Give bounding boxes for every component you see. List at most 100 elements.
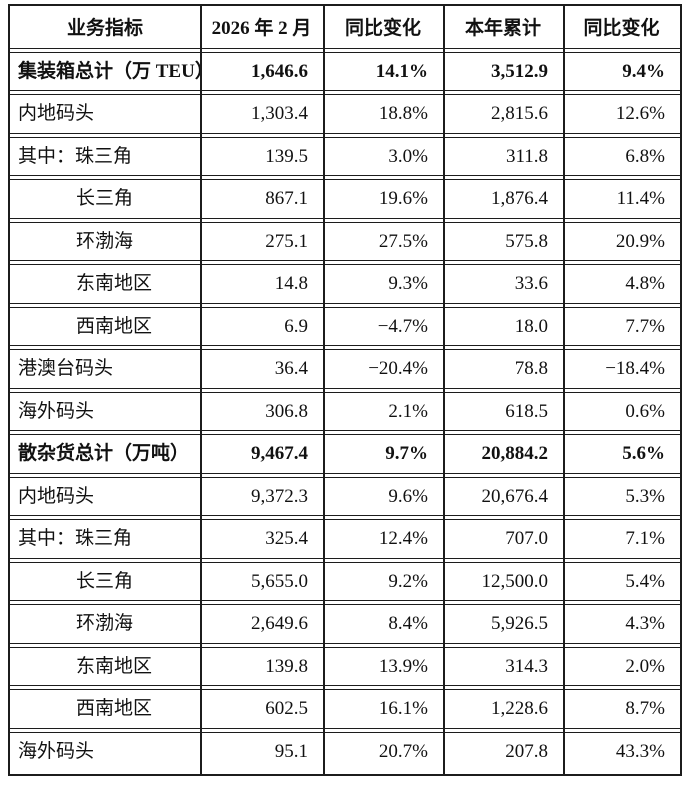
value-yoy-change: 12.4% xyxy=(323,519,443,559)
value-current-month: 36.4 xyxy=(200,349,323,389)
row-label: 西南地区 xyxy=(10,689,200,729)
column-header-yoy-change: 同比变化 xyxy=(323,9,443,49)
table-row: 西南地区 6.9 −4.7% 18.0 7.7% xyxy=(10,306,680,346)
value-yoy-change: 9.2% xyxy=(323,561,443,601)
value-ytd-total: 12,500.0 xyxy=(443,561,563,601)
table-row: 集装箱总计（万 TEU） 1,646.6 14.1% 3,512.9 9.4% xyxy=(10,51,680,91)
column-header-indicator: 业务指标 xyxy=(10,9,200,49)
value-current-month: 306.8 xyxy=(200,391,323,431)
value-ytd-yoy-change: 5.4% xyxy=(563,561,680,601)
row-label: 环渤海 xyxy=(10,604,200,644)
data-table: 业务指标 2026 年 2 月 同比变化 本年累计 同比变化 集装箱总计（万 T… xyxy=(10,6,680,774)
row-label: 东南地区 xyxy=(10,264,200,304)
row-label: 长三角 xyxy=(10,561,200,601)
table-row: 长三角 867.1 19.6% 1,876.4 11.4% xyxy=(10,179,680,219)
value-current-month: 139.5 xyxy=(200,136,323,176)
value-yoy-change: −4.7% xyxy=(323,306,443,346)
value-current-month: 1,303.4 xyxy=(200,94,323,134)
row-label: 散杂货总计（万吨） xyxy=(10,434,200,474)
value-ytd-yoy-change: 0.6% xyxy=(563,391,680,431)
value-ytd-total: 5,926.5 xyxy=(443,604,563,644)
row-label: 长三角 xyxy=(10,179,200,219)
value-ytd-yoy-change: 2.0% xyxy=(563,646,680,686)
table-row: 其中：珠三角 139.5 3.0% 311.8 6.8% xyxy=(10,136,680,176)
value-ytd-yoy-change: 20.9% xyxy=(563,221,680,261)
value-ytd-yoy-change: 9.4% xyxy=(563,51,680,91)
value-ytd-yoy-change: 8.7% xyxy=(563,689,680,729)
value-yoy-change: 9.3% xyxy=(323,264,443,304)
value-ytd-total: 3,512.9 xyxy=(443,51,563,91)
row-label: 东南地区 xyxy=(10,646,200,686)
value-current-month: 9,467.4 xyxy=(200,434,323,474)
table-row: 西南地区 602.5 16.1% 1,228.6 8.7% xyxy=(10,689,680,729)
value-yoy-change: −20.4% xyxy=(323,349,443,389)
value-current-month: 95.1 xyxy=(200,731,323,772)
value-current-month: 6.9 xyxy=(200,306,323,346)
table-row: 港澳台码头 36.4 −20.4% 78.8 −18.4% xyxy=(10,349,680,389)
row-label: 其中：珠三角 xyxy=(10,519,200,559)
value-ytd-total: 18.0 xyxy=(443,306,563,346)
table-row: 内地码头 1,303.4 18.8% 2,815.6 12.6% xyxy=(10,94,680,134)
value-ytd-yoy-change: 12.6% xyxy=(563,94,680,134)
table-row: 海外码头 95.1 20.7% 207.8 43.3% xyxy=(10,731,680,772)
table-row: 海外码头 306.8 2.1% 618.5 0.6% xyxy=(10,391,680,431)
column-divider-1 xyxy=(200,6,202,774)
value-yoy-change: 19.6% xyxy=(323,179,443,219)
value-ytd-yoy-change: 7.7% xyxy=(563,306,680,346)
value-yoy-change: 8.4% xyxy=(323,604,443,644)
value-ytd-total: 707.0 xyxy=(443,519,563,559)
value-ytd-yoy-change: 4.8% xyxy=(563,264,680,304)
value-ytd-total: 20,884.2 xyxy=(443,434,563,474)
row-label: 内地码头 xyxy=(10,94,200,134)
table-row: 长三角 5,655.0 9.2% 12,500.0 5.4% xyxy=(10,561,680,601)
value-yoy-change: 27.5% xyxy=(323,221,443,261)
value-ytd-yoy-change: 5.6% xyxy=(563,434,680,474)
row-label: 海外码头 xyxy=(10,731,200,772)
value-ytd-total: 314.3 xyxy=(443,646,563,686)
value-yoy-change: 2.1% xyxy=(323,391,443,431)
row-label: 集装箱总计（万 TEU） xyxy=(10,51,200,91)
value-ytd-total: 20,676.4 xyxy=(443,476,563,516)
value-current-month: 5,655.0 xyxy=(200,561,323,601)
value-yoy-change: 16.1% xyxy=(323,689,443,729)
value-yoy-change: 14.1% xyxy=(323,51,443,91)
table-row: 散杂货总计（万吨） 9,467.4 9.7% 20,884.2 5.6% xyxy=(10,434,680,474)
value-ytd-yoy-change: −18.4% xyxy=(563,349,680,389)
row-label: 西南地区 xyxy=(10,306,200,346)
header-row: 业务指标 2026 年 2 月 同比变化 本年累计 同比变化 xyxy=(10,9,680,49)
value-ytd-total: 207.8 xyxy=(443,731,563,772)
value-ytd-yoy-change: 4.3% xyxy=(563,604,680,644)
value-current-month: 325.4 xyxy=(200,519,323,559)
value-ytd-total: 33.6 xyxy=(443,264,563,304)
table-body: 集装箱总计（万 TEU） 1,646.6 14.1% 3,512.9 9.4% 内地码头 1… xyxy=(10,51,680,772)
value-current-month: 139.8 xyxy=(200,646,323,686)
table-row: 其中：珠三角 325.4 12.4% 707.0 7.1% xyxy=(10,519,680,559)
value-yoy-change: 3.0% xyxy=(323,136,443,176)
value-ytd-yoy-change: 11.4% xyxy=(563,179,680,219)
value-current-month: 1,646.6 xyxy=(200,51,323,91)
value-current-month: 9,372.3 xyxy=(200,476,323,516)
row-label: 其中：珠三角 xyxy=(10,136,200,176)
value-ytd-total: 2,815.6 xyxy=(443,94,563,134)
value-current-month: 867.1 xyxy=(200,179,323,219)
value-ytd-total: 575.8 xyxy=(443,221,563,261)
value-ytd-yoy-change: 5.3% xyxy=(563,476,680,516)
value-ytd-yoy-change: 7.1% xyxy=(563,519,680,559)
value-ytd-total: 1,876.4 xyxy=(443,179,563,219)
value-ytd-total: 618.5 xyxy=(443,391,563,431)
column-divider-4 xyxy=(563,6,565,774)
value-current-month: 602.5 xyxy=(200,689,323,729)
table-row: 东南地区 14.8 9.3% 33.6 4.8% xyxy=(10,264,680,304)
table-row: 环渤海 2,649.6 8.4% 5,926.5 4.3% xyxy=(10,604,680,644)
table-row: 东南地区 139.8 13.9% 314.3 2.0% xyxy=(10,646,680,686)
row-label: 海外码头 xyxy=(10,391,200,431)
value-ytd-total: 78.8 xyxy=(443,349,563,389)
column-divider-2 xyxy=(323,6,325,774)
value-ytd-total: 1,228.6 xyxy=(443,689,563,729)
value-current-month: 2,649.6 xyxy=(200,604,323,644)
value-current-month: 14.8 xyxy=(200,264,323,304)
column-divider-3 xyxy=(443,6,445,774)
value-ytd-total: 311.8 xyxy=(443,136,563,176)
column-header-ytd-total: 本年累计 xyxy=(443,9,563,49)
column-header-ytd-yoy: 同比变化 xyxy=(563,9,680,49)
